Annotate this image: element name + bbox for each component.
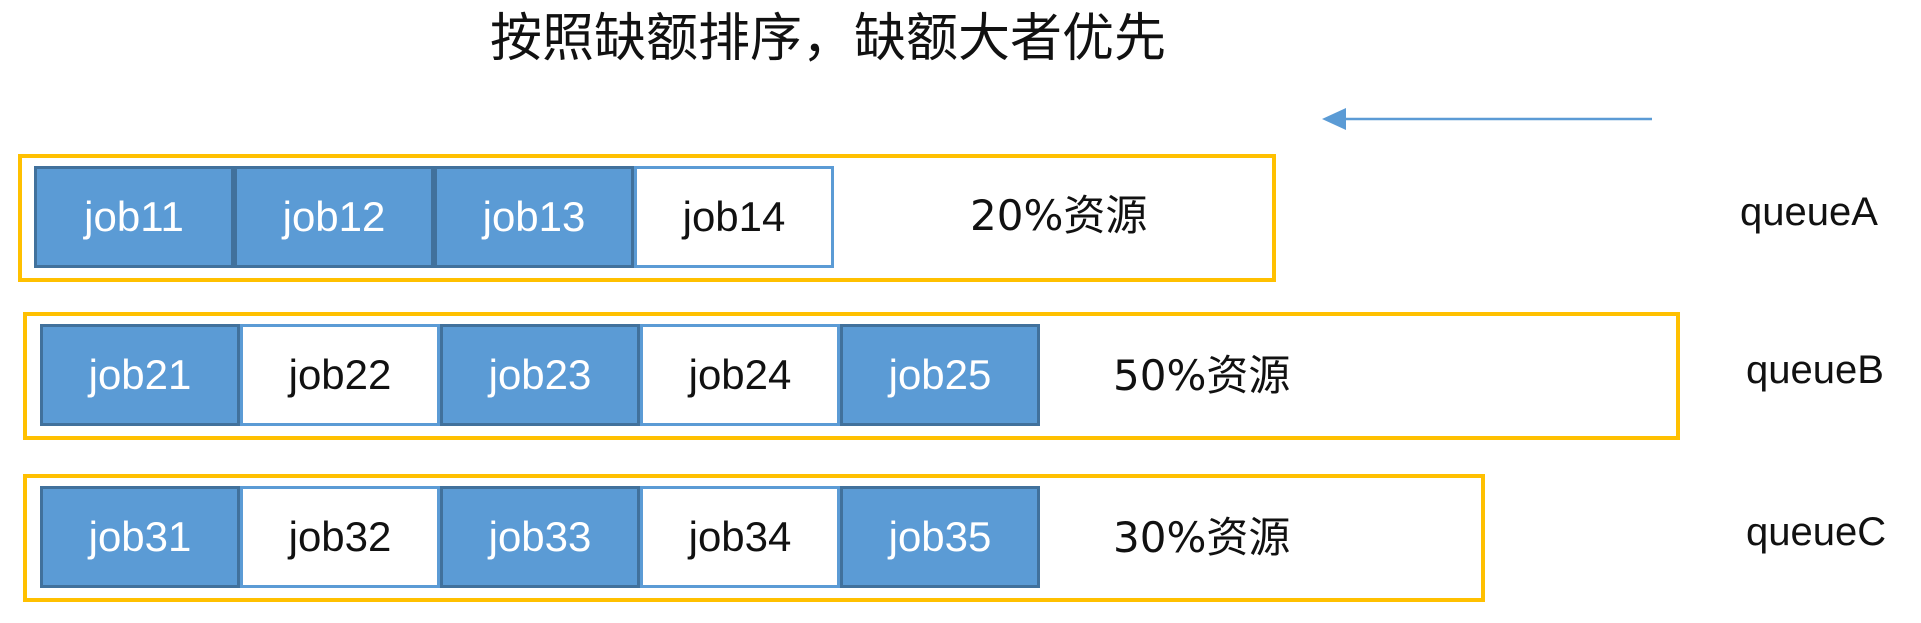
- queue-share-label: 50%资源: [1113, 351, 1291, 400]
- job-cell: job32: [240, 486, 440, 588]
- job-cell: job25: [840, 324, 1040, 426]
- job-cell: job31: [40, 486, 240, 588]
- job-row-a: job11 job12 job13 job14: [34, 166, 834, 268]
- job-cell: job11: [34, 166, 234, 268]
- queue-frame-b: [23, 312, 1680, 440]
- job-cell: job13: [434, 166, 634, 268]
- queue-name: queueB: [1746, 348, 1884, 392]
- job-cell: job21: [40, 324, 240, 426]
- job-cell: job33: [440, 486, 640, 588]
- queue-frame-a: [18, 154, 1276, 282]
- job-cell: job12: [234, 166, 434, 268]
- job-row-c: job31 job32 job33 job34 job35: [40, 486, 1040, 588]
- queue-share-label: 30%资源: [1113, 513, 1291, 562]
- job-cell: job22: [240, 324, 440, 426]
- job-cell: job35: [840, 486, 1040, 588]
- job-cell: job23: [440, 324, 640, 426]
- diagram-title: 按照缺额排序，缺额大者优先: [490, 9, 1167, 69]
- job-cell: job14: [634, 166, 834, 268]
- job-cell: job24: [640, 324, 840, 426]
- job-row-b: job21 job22 job23 job24 job25: [40, 324, 1040, 426]
- queue-name: queueC: [1746, 510, 1887, 554]
- job-cell: job34: [640, 486, 840, 588]
- queue-share-label: 20%资源: [970, 191, 1148, 240]
- queue-name: queueA: [1740, 190, 1878, 234]
- queue-frame-c: [23, 474, 1485, 602]
